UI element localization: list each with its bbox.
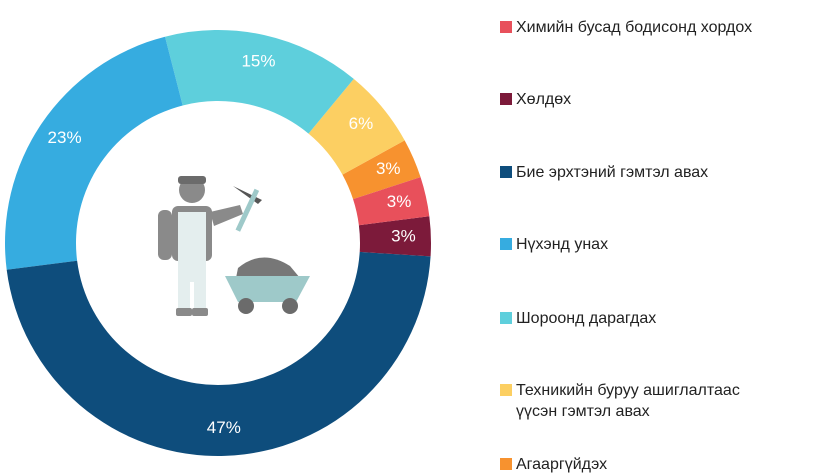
legend-item: Шороонд дарагдах: [500, 308, 656, 329]
donut: 3% 3% 47% 23% 15% 6% 3%: [4, 29, 431, 456]
value-label: 3%: [387, 192, 412, 211]
miner-icon: [158, 176, 310, 316]
legend-swatch: [500, 21, 512, 33]
value-label: 15%: [241, 51, 275, 70]
value-label: 6%: [349, 114, 374, 133]
legend-swatch: [500, 93, 512, 105]
value-label: 23%: [48, 128, 82, 147]
legend-label: Шороонд дарагдах: [516, 310, 657, 327]
donut-segment: [4, 36, 183, 270]
legend-label: Химийн бусад бодисонд хордох: [516, 19, 753, 36]
legend-swatch: [500, 166, 512, 178]
donut-segment: [165, 29, 354, 134]
legend-label: Техникийн буруу ашиглалтаас үүсэн гэмтэл…: [516, 382, 740, 420]
legend-label: Агааргүйдэх: [516, 456, 608, 473]
donut-segment: [358, 216, 431, 257]
donut-segment: [353, 177, 430, 226]
value-label: 3%: [391, 227, 416, 246]
legend-item: Хөлдөх: [500, 89, 571, 110]
legend-swatch: [500, 458, 512, 470]
legend-item: Нүхэнд унах: [500, 234, 608, 255]
donut-segment: [342, 140, 421, 200]
legend-item: Химийн бусад бодисонд хордох: [500, 17, 752, 38]
legend-swatch: [500, 384, 512, 396]
legend-swatch: [500, 238, 512, 250]
legend-label: Бие эрхтэний гэмтэл авах: [516, 164, 709, 181]
legend-swatch: [500, 312, 512, 324]
donut-segment: [6, 251, 431, 456]
legend-label: Нүхэнд унах: [516, 236, 609, 253]
value-label: 3%: [376, 159, 401, 178]
legend-item: Бие эрхтэний гэмтэл авах: [500, 162, 708, 183]
legend-item: Агааргүйдэх: [500, 454, 607, 475]
value-label: 47%: [207, 418, 241, 437]
legend-label: Хөлдөх: [516, 91, 572, 108]
legend-item: Техникийн буруу ашиглалтаас үүсэн гэмтэл…: [500, 380, 740, 422]
donut-segment: [308, 78, 405, 175]
